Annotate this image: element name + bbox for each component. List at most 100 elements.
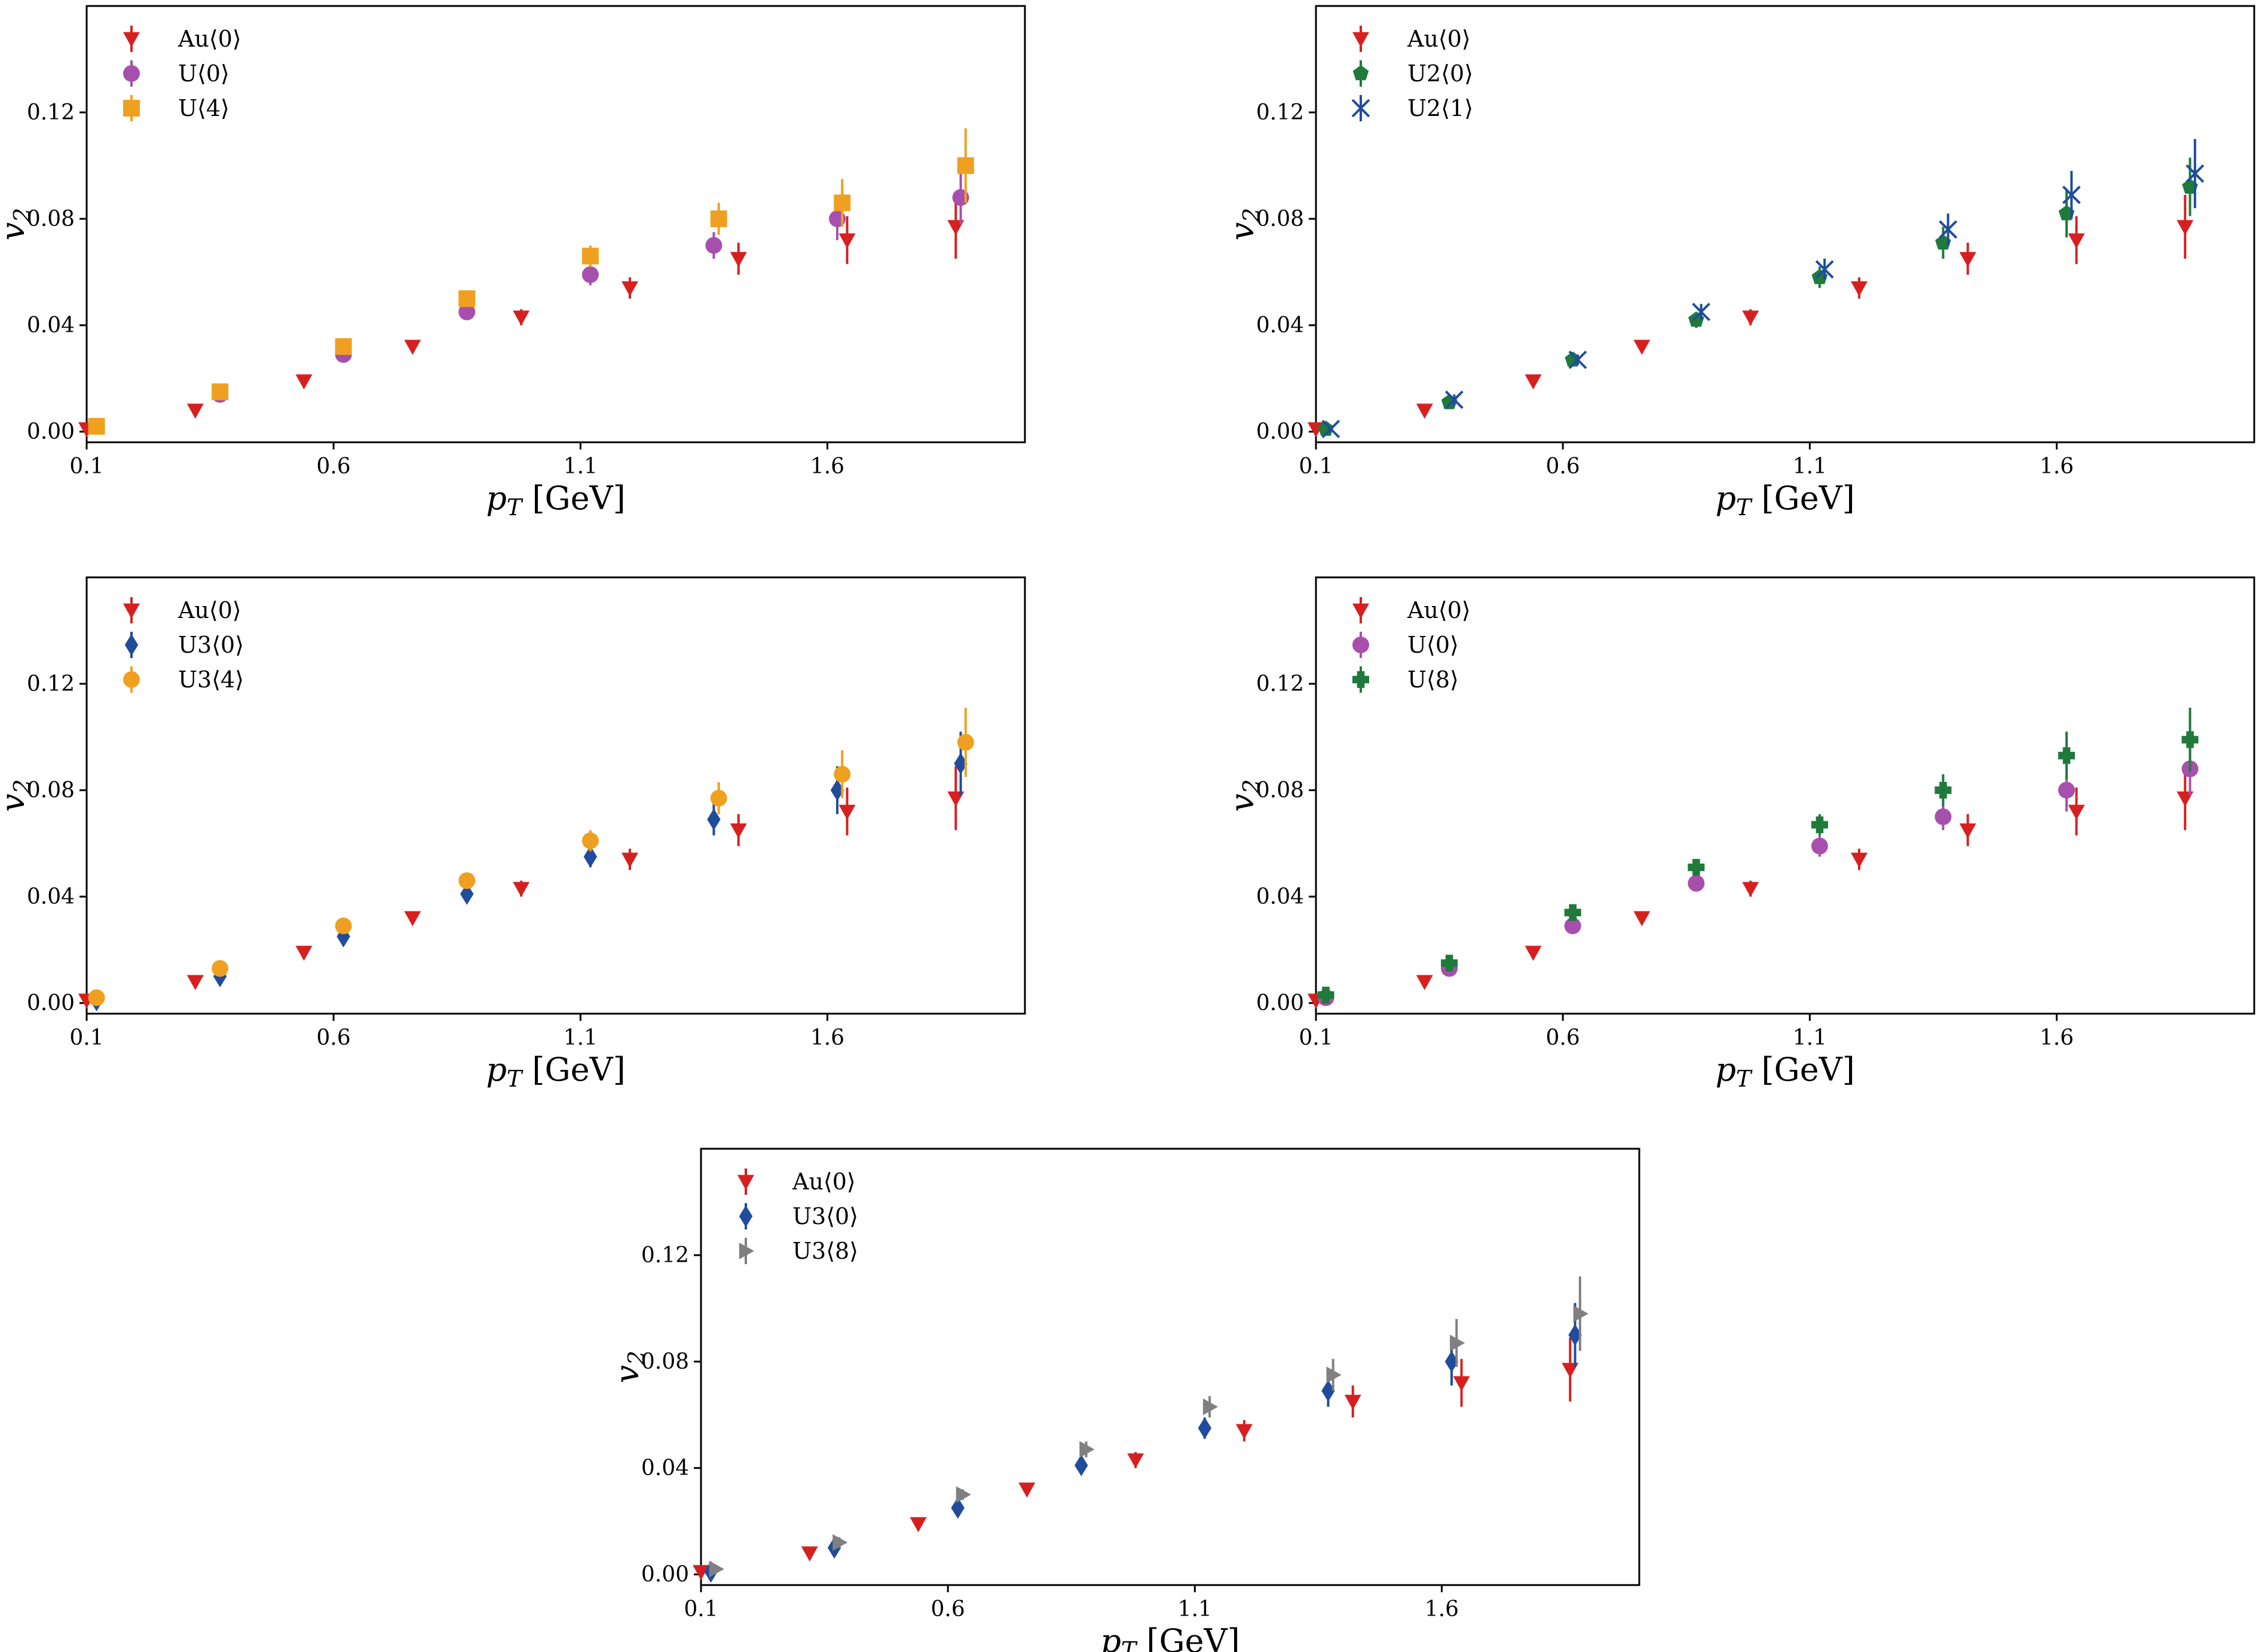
y-tick-label: 0.08 xyxy=(1256,778,1304,803)
legend-marker xyxy=(123,603,140,619)
y-tick-label: 0.12 xyxy=(27,672,75,696)
data-point xyxy=(710,790,727,807)
data-point xyxy=(1525,374,1542,390)
data-point xyxy=(1573,1305,1588,1322)
data-point xyxy=(1344,1394,1361,1410)
x-tick-label: 1.1 xyxy=(564,454,598,479)
data-point xyxy=(404,339,421,355)
data-point xyxy=(1850,852,1868,868)
data-point xyxy=(693,1565,709,1580)
data-point xyxy=(335,338,352,355)
legend-marker xyxy=(1352,671,1369,688)
data-point xyxy=(458,872,476,889)
data-point xyxy=(1934,782,1952,799)
x-axis-label: pT [GeV] xyxy=(1100,1622,1239,1652)
data-point xyxy=(581,266,599,283)
y-tick-label: 0.00 xyxy=(1256,991,1304,1015)
data-point xyxy=(834,766,851,783)
y-axis-label: v2 xyxy=(0,779,35,812)
x-tick-label: 0.6 xyxy=(931,1597,965,1622)
x-tick-label: 1.6 xyxy=(810,1026,844,1050)
data-point xyxy=(1742,310,1759,326)
y-tick-label: 0.00 xyxy=(27,991,75,1015)
data-point xyxy=(460,883,474,905)
series-U4 xyxy=(88,128,974,435)
x-axis-label: pT [GeV] xyxy=(486,1051,625,1092)
data-point xyxy=(1127,1453,1144,1469)
data-point xyxy=(1075,1454,1088,1476)
x-tick-label: 0.6 xyxy=(1546,454,1580,479)
y-axis-label: v2 xyxy=(1223,779,1265,812)
y-tick-label: 0.08 xyxy=(641,1350,689,1374)
x-tick-label: 0.6 xyxy=(1546,1026,1580,1050)
legend-marker xyxy=(737,1174,754,1190)
y-tick-label: 0.12 xyxy=(1256,672,1304,696)
data-point xyxy=(2185,164,2205,183)
data-point xyxy=(212,960,229,977)
x-tick-label: 1.6 xyxy=(2040,1026,2074,1050)
data-point xyxy=(1742,882,1759,897)
data-point xyxy=(1202,1398,1219,1415)
plot-area xyxy=(1315,576,2255,1015)
data-point xyxy=(957,733,974,751)
x-tick-label: 0.1 xyxy=(69,1026,103,1050)
data-point xyxy=(709,1561,724,1578)
x-tick-label: 0.1 xyxy=(1299,454,1333,479)
data-point xyxy=(88,989,105,1007)
data-point xyxy=(621,852,638,868)
series-Au0 xyxy=(693,1338,1579,1580)
data-point xyxy=(705,237,723,254)
y-tick-label: 0.04 xyxy=(1256,313,1304,338)
data-point xyxy=(1235,1424,1253,1439)
legend-label: Au⟨0⟩ xyxy=(177,597,241,623)
series-Au0 xyxy=(78,195,965,438)
data-point xyxy=(295,374,313,390)
data-point xyxy=(1416,403,1433,419)
legend-marker xyxy=(123,65,140,82)
data-point xyxy=(1079,1440,1095,1458)
data-point xyxy=(730,823,747,839)
data-point xyxy=(730,252,747,267)
x-tick-label: 1.1 xyxy=(564,1026,598,1050)
x-tick-label: 0.6 xyxy=(317,454,351,479)
data-point xyxy=(404,911,421,926)
data-point xyxy=(834,194,851,212)
data-point xyxy=(88,418,105,435)
legend-label: U3⟨8⟩ xyxy=(792,1238,858,1264)
data-point xyxy=(801,1546,818,1562)
y-axis-label: v2 xyxy=(1223,208,1265,241)
data-point xyxy=(838,804,856,820)
data-point xyxy=(1568,350,1587,369)
legend-label: U⟨0⟩ xyxy=(1407,632,1459,658)
data-point xyxy=(1815,260,1834,279)
data-point xyxy=(458,303,476,320)
data-point xyxy=(1959,252,1976,267)
data-point xyxy=(1688,874,1705,892)
chart-panel-2: 0.1 0.6 1.1 1.6 0.00 0.04 0.08 0.12 pT [GeV] v2 Au… xyxy=(1223,5,2255,521)
series-Au0 xyxy=(1308,195,2194,438)
data-point xyxy=(1568,1324,1582,1346)
data-point xyxy=(707,808,721,831)
legend-label: U⟨0⟩ xyxy=(178,60,229,87)
data-point xyxy=(335,917,352,935)
data-point xyxy=(1321,1379,1335,1402)
data-point xyxy=(710,210,727,228)
data-point xyxy=(1688,859,1705,876)
x-tick-label: 1.1 xyxy=(1793,1026,1827,1050)
legend-marker xyxy=(124,634,139,656)
data-point xyxy=(1444,390,1464,409)
legend-marker xyxy=(739,1205,753,1228)
data-point xyxy=(951,1497,965,1519)
x-tick-label: 1.1 xyxy=(1793,454,1827,479)
y-tick-label: 0.00 xyxy=(27,420,75,444)
data-point xyxy=(1633,339,1651,355)
data-point xyxy=(581,247,599,265)
plot-area xyxy=(700,1148,1640,1586)
series-U34 xyxy=(88,708,974,1007)
chart-panel-1: 0.1 0.6 1.1 1.6 0.00 0.04 0.08 0.12 pT [GeV] v2 Au… xyxy=(0,5,1026,521)
plot-area xyxy=(85,5,1026,443)
data-point xyxy=(513,310,530,326)
legend-marker xyxy=(123,671,140,688)
chart-panel-4: 0.1 0.6 1.1 1.6 0.00 0.04 0.08 0.12 pT [GeV] v2 Au… xyxy=(1223,576,2255,1092)
y-tick-label: 0.08 xyxy=(27,778,75,803)
